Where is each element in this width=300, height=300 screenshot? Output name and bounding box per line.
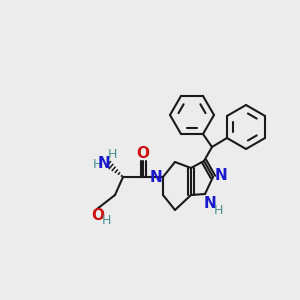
Text: N: N xyxy=(98,155,110,170)
Text: N: N xyxy=(204,196,216,211)
Text: H: H xyxy=(107,148,117,161)
Text: N: N xyxy=(150,170,162,185)
Text: H: H xyxy=(213,203,223,217)
Text: N: N xyxy=(214,169,227,184)
Text: H: H xyxy=(92,158,102,170)
Text: H: H xyxy=(101,214,111,227)
Text: O: O xyxy=(136,146,149,161)
Text: O: O xyxy=(92,208,104,223)
